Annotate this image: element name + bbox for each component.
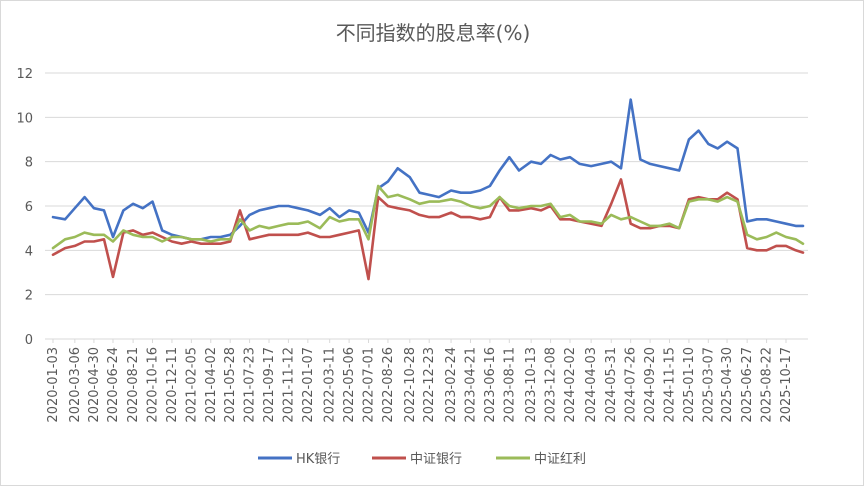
y-tick-label: 4 [25, 244, 33, 259]
x-tick-label: 2024-11-15 [662, 347, 677, 423]
x-tick-label: 2025-10-17 [779, 347, 794, 423]
legend-label: 中证银行 [410, 452, 462, 467]
y-tick-label: 12 [16, 67, 33, 82]
x-tick-label: 2023-08-11 [502, 347, 517, 423]
x-tick-label: 2021-07-23 [243, 347, 258, 423]
y-tick-label: 2 [25, 289, 33, 304]
x-tick-label: 2022-07-01 [362, 347, 377, 423]
y-tick-label: 8 [25, 156, 33, 171]
x-tick-label: 2023-12-08 [544, 347, 559, 423]
x-tick-label: 2025-01-10 [682, 347, 697, 423]
x-tick-label: 2020-06-24 [106, 347, 121, 423]
y-tick-label: 10 [16, 111, 33, 126]
x-tick-label: 2020-04-30 [87, 347, 102, 423]
x-tick-label: 2024-07-26 [624, 347, 639, 423]
series-lines [51, 98, 805, 281]
x-tick-label: 2024-02-02 [563, 347, 578, 423]
x-tick-label: 2022-05-06 [342, 347, 357, 423]
x-tick-label: 2025-04-30 [720, 347, 735, 423]
x-tick-label: 2022-01-07 [301, 347, 316, 423]
x-tick-label: 2023-06-16 [483, 347, 498, 423]
x-tick-label: 2020-01-03 [46, 347, 61, 423]
x-tick-label: 2020-10-16 [146, 347, 161, 423]
x-tick-label: 2020-08-21 [126, 347, 141, 423]
series-line [51, 184, 805, 250]
x-tick-label: 2024-05-31 [604, 347, 619, 423]
x-tick-label: 2020-03-06 [68, 347, 83, 423]
x-tick-label: 2021-09-17 [262, 347, 277, 423]
x-tick-label: 2021-02-05 [184, 347, 199, 423]
series-line [51, 98, 805, 241]
x-tick-label: 2023-04-21 [463, 347, 478, 423]
x-tick-label: 2024-04-03 [584, 347, 599, 423]
x-tick-label: 2023-02-24 [444, 347, 459, 423]
legend: HK银行 中证银行 中证红利 [258, 451, 586, 467]
y-tick-label: 0 [25, 333, 33, 348]
x-tick-label: 2021-11-12 [281, 347, 296, 423]
legend-label: 中证红利 [534, 451, 586, 467]
x-tick-label: 2025-08-22 [760, 347, 775, 423]
y-tick-label: 6 [25, 200, 33, 215]
chart-title: 不同指数的股息率(%) [336, 21, 531, 45]
x-tick-label: 2020-12-11 [165, 347, 180, 423]
gridlines [45, 72, 808, 340]
x-tick-label: 2023-10-13 [524, 347, 539, 423]
x-tick-label: 2021-04-02 [204, 347, 219, 423]
x-tick-label: 2025-03-07 [701, 347, 716, 423]
x-tick-label: 2022-08-26 [381, 347, 396, 423]
y-axis: 0 2 4 6 8 10 12 [16, 67, 33, 348]
x-tick-label: 2024-09-20 [643, 347, 658, 423]
x-tick-label: 2021-05-28 [223, 347, 238, 423]
x-tick-label: 2022-12-23 [422, 347, 437, 423]
legend-label: HK银行 [296, 452, 340, 467]
x-tick-label: 2022-03-11 [323, 347, 338, 423]
x-tick-label: 2022-10-28 [403, 347, 418, 423]
x-axis: 2020-01-03 2020-03-06 2020-04-30 2020-06-24… [46, 339, 794, 423]
x-tick-label: 2025-06-27 [740, 347, 755, 423]
